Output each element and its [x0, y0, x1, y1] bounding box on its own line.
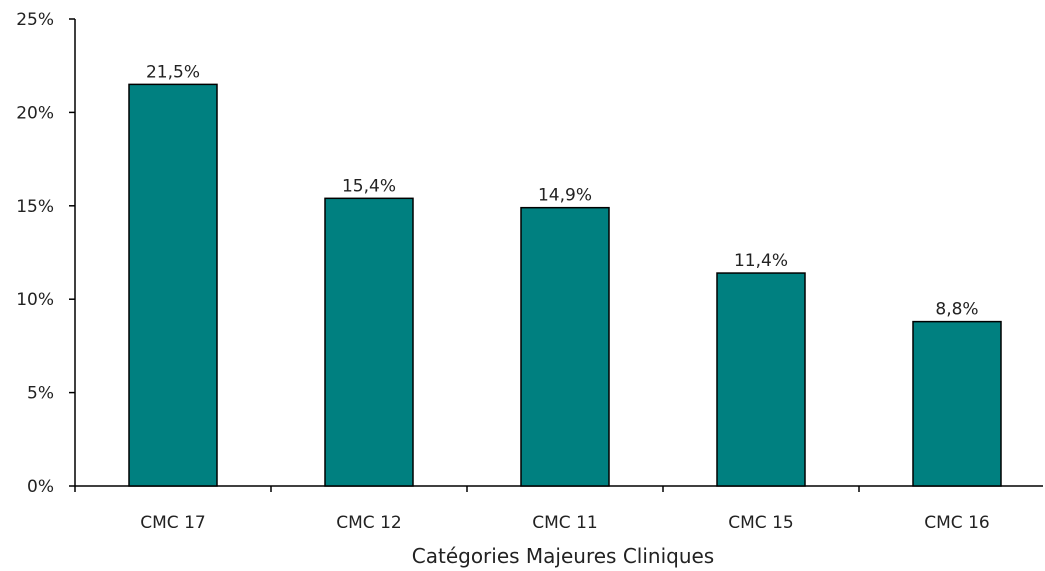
- bar-data-label: 14,9%: [538, 186, 592, 206]
- x-category-label: CMC 15: [728, 513, 793, 533]
- bar-data-label: 15,4%: [342, 176, 396, 196]
- bar-data-label: 8,8%: [935, 300, 978, 320]
- y-tick-label: 25%: [16, 10, 54, 30]
- bars: [128, 83, 1002, 487]
- bar: [324, 197, 414, 487]
- x-axis-title: Catégories Majeures Cliniques: [412, 544, 714, 568]
- bar: [912, 320, 1002, 487]
- bar: [716, 272, 806, 487]
- x-category-label: CMC 12: [336, 513, 401, 533]
- bar: [520, 206, 610, 487]
- bar-data-label: 21,5%: [146, 62, 200, 82]
- data-labels: 21,5% 15,4% 14,9% 11,4% 8,8%: [146, 62, 979, 319]
- x-category-label: CMC 16: [924, 513, 989, 533]
- x-axis: CMC 17 CMC 12 CMC 11 CMC 15 CMC 16: [74, 485, 1043, 533]
- bar: [128, 83, 218, 487]
- y-tick-label: 0%: [27, 477, 54, 497]
- y-axis: 0% 5% 10% 15% 20% 25%: [16, 10, 76, 497]
- y-tick-label: 15%: [16, 197, 54, 217]
- x-category-label: CMC 11: [532, 513, 597, 533]
- y-tick-label: 10%: [16, 290, 54, 310]
- bar-data-label: 11,4%: [734, 251, 788, 271]
- y-tick-label: 5%: [27, 384, 54, 404]
- x-category-label: CMC 17: [140, 513, 205, 533]
- y-tick-label: 20%: [16, 103, 54, 123]
